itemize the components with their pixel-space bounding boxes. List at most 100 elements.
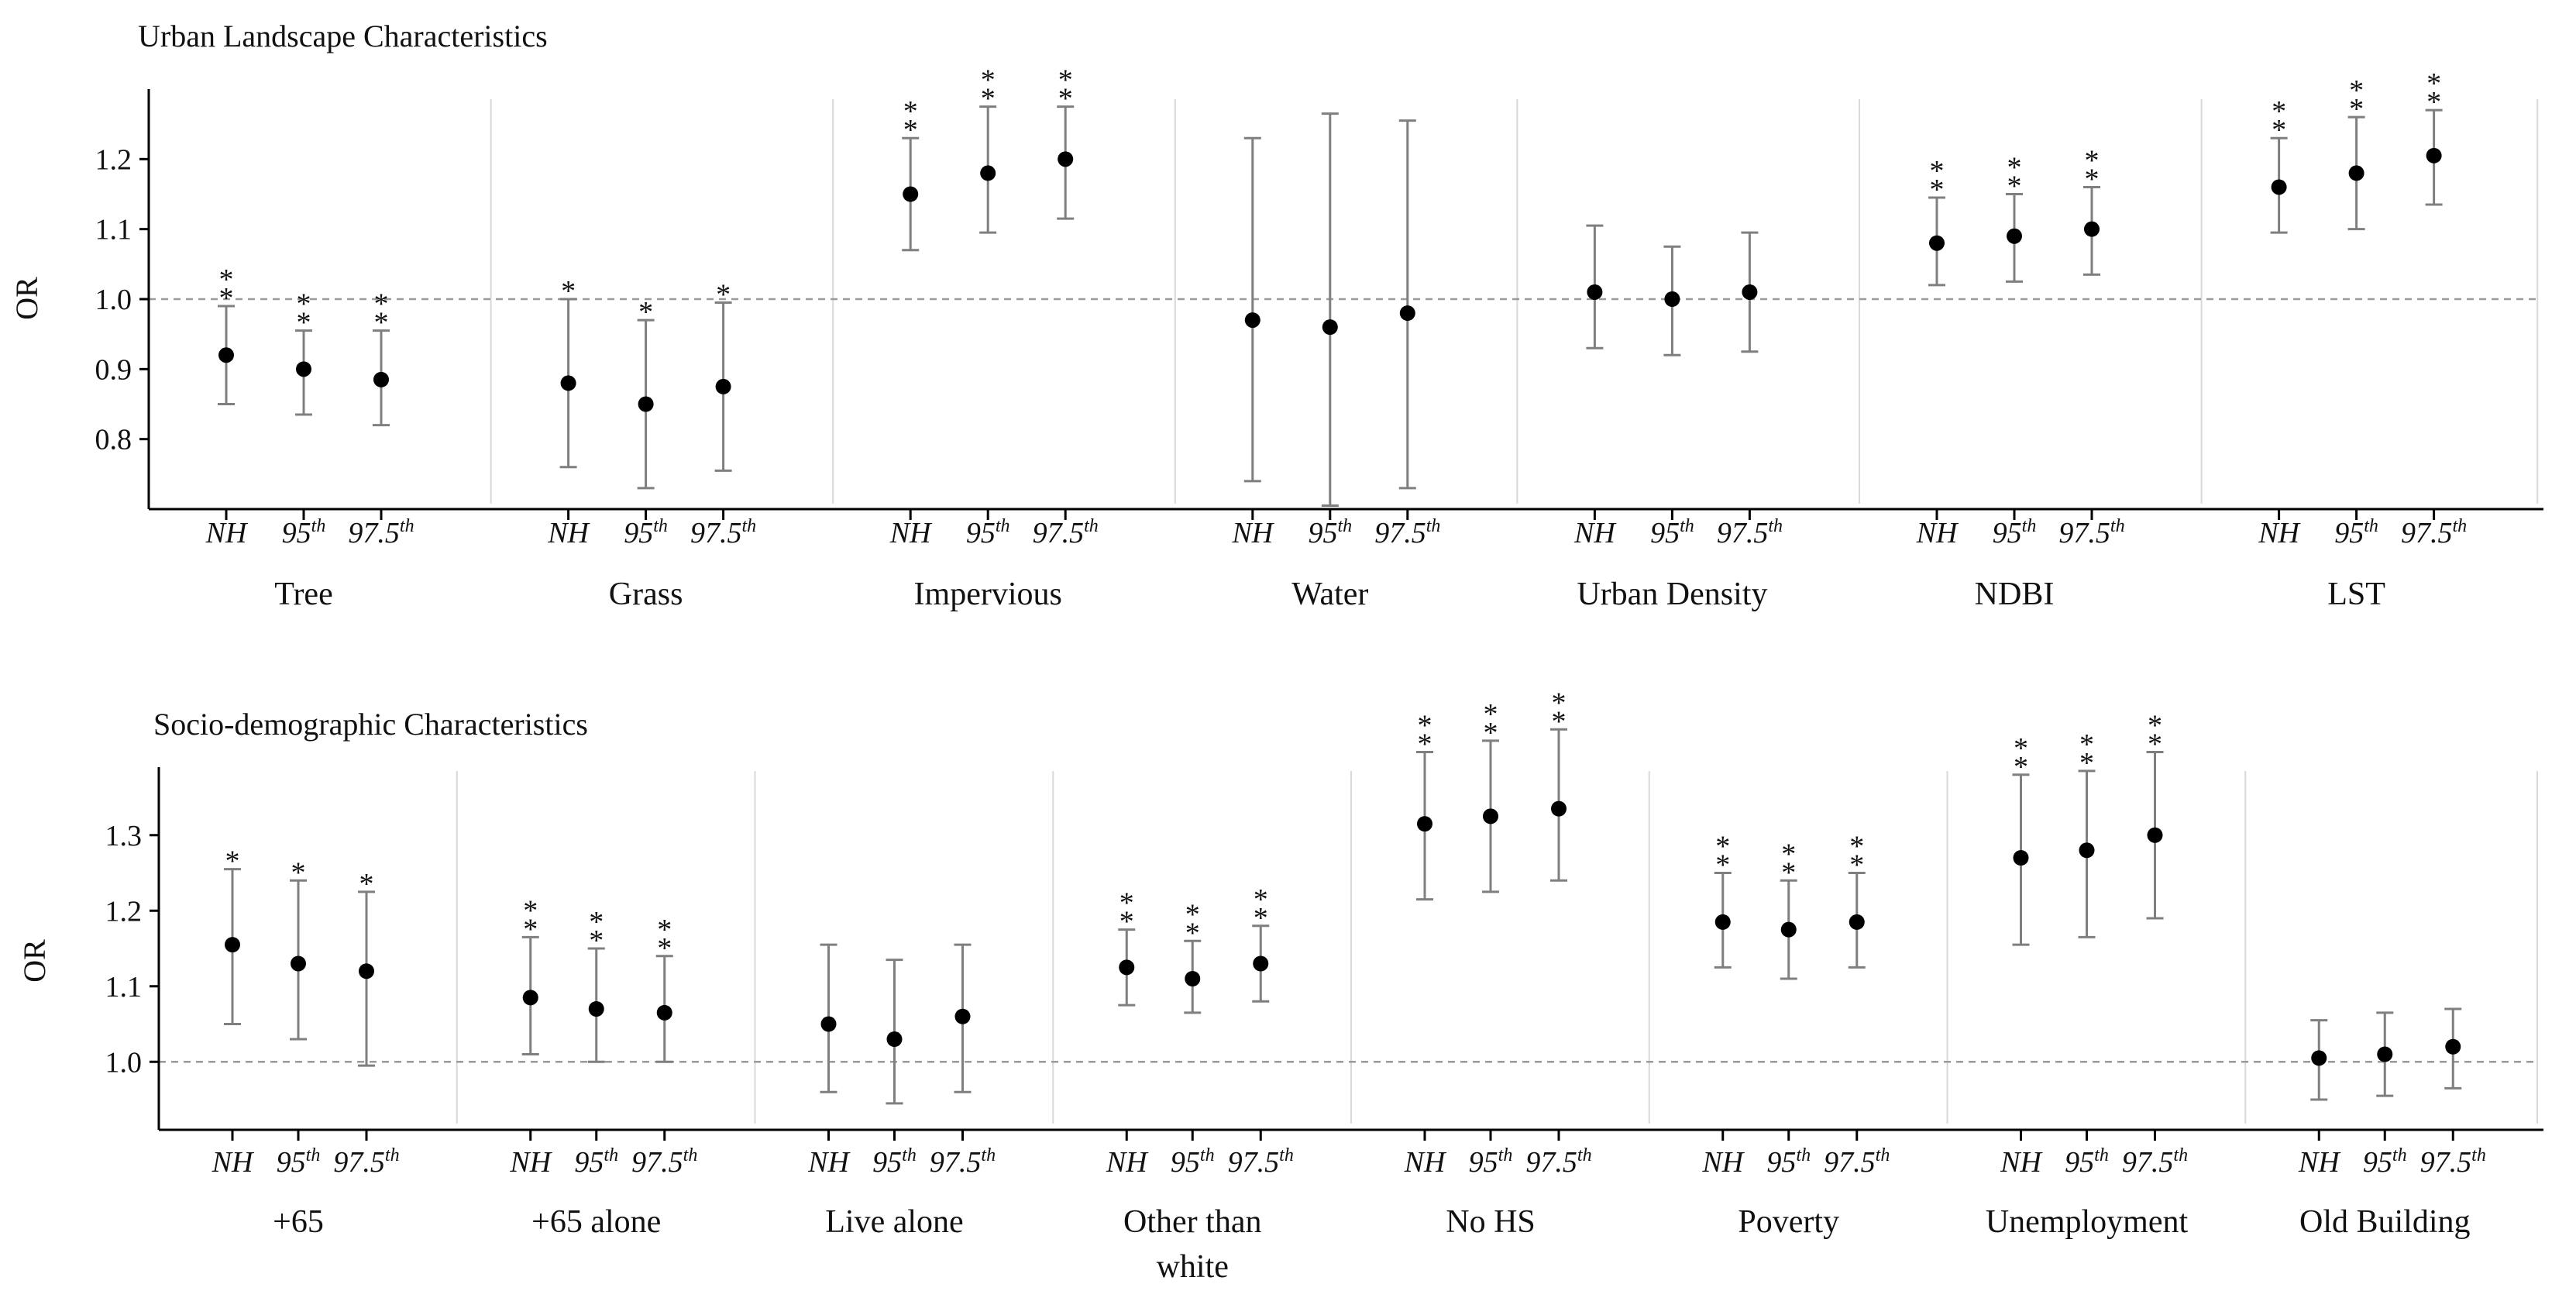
significance-star: *: [297, 307, 311, 339]
or-point: [359, 963, 374, 979]
or-point: [2348, 165, 2364, 181]
x-tick-label: NH: [212, 1146, 255, 1179]
or-point: [1780, 921, 1797, 938]
significance-star: *: [981, 83, 996, 115]
or-point: [1185, 971, 1201, 986]
significance-star: *: [1930, 174, 1945, 206]
or-point: [373, 371, 389, 387]
significance-star: *: [219, 263, 234, 296]
or-point: [291, 955, 306, 972]
significance-star: *: [981, 64, 996, 97]
significance-star: *: [589, 924, 604, 957]
x-tick-label: NH: [547, 517, 590, 549]
x-tick-label: NH: [1106, 1146, 1149, 1179]
or-point: [2013, 850, 2029, 866]
x-tick-label: NH: [2258, 517, 2301, 549]
x-tick-label: 95th: [872, 1145, 917, 1179]
or-point: [2147, 827, 2163, 843]
or-point: [1058, 151, 1074, 167]
x-tick-label: 97.5th: [1374, 516, 1440, 549]
panel-1: Urban Landscape Characteristics OR 0.8 0.9 1…: [9, 19, 2543, 612]
x-tick-label: 97.5th: [2420, 1145, 2486, 1179]
or-point: [2084, 221, 2100, 237]
or-point: [1849, 914, 1865, 930]
significance-star: *: [1781, 856, 1796, 889]
significance-star: *: [903, 114, 918, 146]
or-point: [1587, 284, 1603, 300]
significance-star: *: [291, 856, 306, 889]
or-point: [638, 396, 654, 412]
significance-star: *: [523, 913, 538, 945]
significance-star: *: [657, 932, 672, 965]
significance-star: *: [374, 288, 389, 321]
group-label: No HS: [1446, 1204, 1536, 1240]
group-label: +65: [273, 1204, 324, 1240]
y-tick-label: 1.0: [105, 1046, 143, 1079]
significance-star: *: [1552, 687, 1567, 719]
significance-star: *: [2148, 710, 2162, 742]
group-no-hs: NH**95th**97.5th**No HS: [1404, 687, 1592, 1240]
group-label: Other than white: [1123, 1204, 1261, 1285]
significance-star: *: [1185, 917, 1200, 949]
or-point: [2426, 147, 2442, 164]
significance-star: *: [1552, 705, 1567, 738]
significance-star: *: [1849, 831, 1864, 863]
y-tick-label: 1.0: [95, 284, 132, 316]
x-tick-label: 97.5th: [1033, 516, 1099, 549]
x-tick-label: NH: [205, 517, 249, 549]
or-point: [296, 361, 311, 377]
x-tick-label: 97.5th: [1228, 1145, 1294, 1179]
or-point: [1551, 800, 1567, 817]
y-tick-label: 1.2: [95, 143, 132, 176]
significance-star: *: [225, 845, 240, 878]
group-live-alone: NH 95th 97.5th Live alone: [807, 943, 996, 1240]
or-point: [1322, 319, 1338, 336]
or-point: [1664, 291, 1680, 307]
significance-star: *: [1119, 906, 1134, 938]
x-tick-label: NH: [807, 1146, 851, 1179]
significance-star: *: [1781, 838, 1796, 870]
or-point: [954, 1008, 971, 1024]
significance-star: *: [359, 868, 374, 900]
group-label: Poverty: [1738, 1204, 1839, 1240]
chart-title: Urban Landscape Characteristics: [138, 19, 548, 53]
x-tick-label: 97.5th: [2058, 516, 2124, 549]
x-tick-label: 97.5th: [2401, 516, 2467, 549]
significance-star: *: [2426, 67, 2441, 100]
significance-star: *: [589, 906, 604, 938]
significance-star: *: [1849, 849, 1864, 882]
significance-star: *: [2426, 86, 2441, 119]
x-tick-label: NH: [2298, 1146, 2341, 1179]
or-point: [2079, 842, 2095, 859]
group-label: Tree: [274, 577, 332, 612]
x-tick-label: 95th: [966, 516, 1010, 549]
x-tick-label: NH: [1231, 517, 1274, 549]
significance-star: *: [1119, 887, 1134, 920]
group-label: +65 alone: [531, 1204, 661, 1240]
group-ndbi: NH**95th**97.5th**NDBI: [1916, 144, 2125, 612]
or-point: [980, 165, 996, 181]
significance-star: *: [903, 95, 918, 128]
x-tick-label: 95th: [1993, 516, 2037, 549]
group-old-building: NH 95th 97.5th Old Building: [2298, 1007, 2486, 1240]
or-point: [2311, 1050, 2327, 1066]
x-tick-label: 97.5th: [1717, 516, 1783, 549]
group--65: NH * 95th * 97.5th * +65: [212, 845, 400, 1240]
group-unemployment: NH**95th**97.5th**Unemployment: [1986, 710, 2189, 1241]
x-tick-label: 97.5th: [930, 1145, 996, 1179]
or-point: [522, 990, 538, 1006]
x-tick-label: 95th: [574, 1145, 618, 1179]
x-tick-label: 95th: [1766, 1145, 1811, 1179]
significance-star: *: [1715, 831, 1730, 863]
significance-star: *: [2014, 751, 2028, 783]
x-tick-label: 97.5th: [1525, 1145, 1591, 1179]
significance-star: *: [2085, 144, 2100, 177]
x-tick-label: 95th: [2065, 1145, 2109, 1179]
significance-star: *: [1418, 710, 1432, 742]
or-point: [1929, 235, 1945, 251]
significance-star: *: [1484, 717, 1498, 749]
significance-star: *: [2148, 728, 2162, 761]
significance-star: *: [561, 275, 576, 308]
or-point: [1483, 808, 1498, 825]
